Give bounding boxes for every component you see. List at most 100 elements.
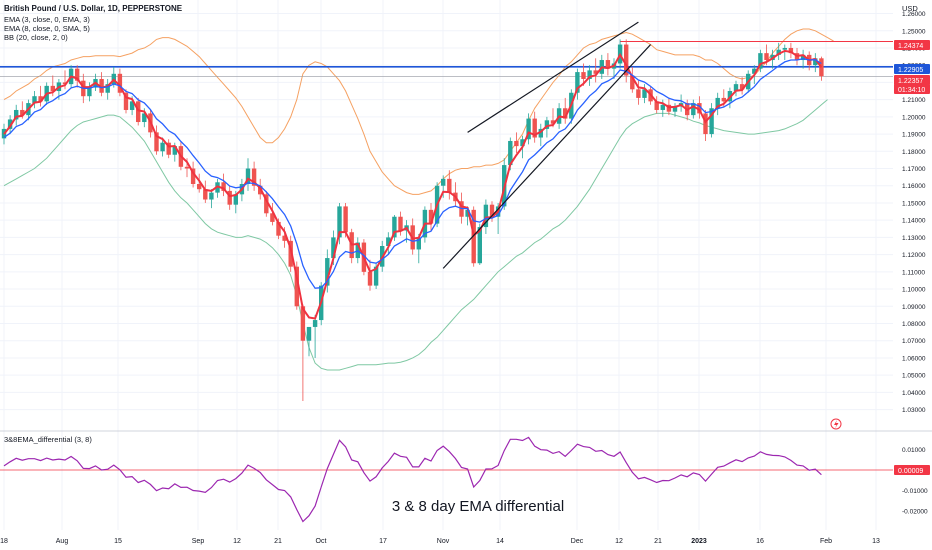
candle-body: [312, 320, 318, 327]
candle-body: [264, 194, 269, 214]
time-axis: 18 Aug 15 Sep 12 21 Oct 17 Nov 14 Dec 12 21 2023 16 Feb…: [0, 538, 880, 545]
price-tick-label: 1.05000: [902, 373, 926, 380]
price-tick-label: 1.20000: [902, 114, 926, 121]
time-tick-label: 21: [654, 538, 662, 545]
candle-body: [197, 184, 202, 190]
candle: [105, 78, 110, 100]
candle: [14, 104, 19, 126]
price-label-1-text: 1.24374: [898, 43, 923, 50]
candle-body: [398, 216, 403, 231]
price-tick-label: 1.25000: [902, 28, 926, 35]
candle: [428, 202, 434, 231]
candle-body: [14, 109, 19, 120]
candle: [392, 215, 397, 241]
time-tick-label: Oct: [316, 538, 327, 545]
candle-body: [184, 166, 190, 169]
bb-upper-line: [3, 28, 834, 195]
bollinger-bands: [3, 28, 834, 371]
candle-body: [465, 209, 470, 217]
candle: [471, 206, 476, 267]
candle-body: [233, 194, 238, 205]
candle-body: [715, 97, 720, 109]
price-tick-label: 1.09000: [902, 304, 926, 311]
candle-body: [245, 168, 251, 185]
candle-body: [160, 142, 165, 152]
candle-body: [270, 213, 275, 222]
candle-body: [447, 178, 452, 193]
candle-body: [142, 113, 147, 123]
candle-body: [129, 101, 135, 110]
candle-body: [514, 140, 519, 147]
price-tick-label: 1.26000: [902, 11, 926, 18]
candle: [190, 161, 196, 188]
candle-body: [227, 190, 232, 205]
time-tick-label: 13: [872, 538, 880, 545]
price-tick-label: 1.08000: [902, 321, 926, 328]
candle-body: [441, 178, 446, 186]
candle: [270, 202, 275, 226]
candle-body: [593, 70, 598, 74]
candle: [782, 44, 787, 61]
ema-lines: [3, 49, 823, 320]
candle-body: [563, 108, 568, 119]
candle-body: [788, 47, 794, 54]
candle-body: [276, 221, 281, 236]
lightning-icon[interactable]: [830, 418, 842, 430]
price-label-1: 1.24374: [894, 40, 930, 50]
osc-value-label: 0.00009: [894, 465, 930, 475]
candle-body: [105, 84, 110, 93]
candle-body: [38, 96, 43, 102]
candle-body: [154, 132, 159, 152]
time-tick-label: 21: [274, 538, 282, 545]
time-tick-label: 18: [0, 538, 8, 545]
price-tick-label: 1.14000: [902, 218, 926, 225]
candle-body: [544, 120, 550, 129]
candle-body: [373, 266, 379, 286]
time-tick-label: 16: [756, 538, 764, 545]
time-tick-label: 17: [379, 538, 387, 545]
candle-body: [697, 103, 702, 114]
candle-body: [166, 142, 171, 155]
price-tick-label: 1.07000: [902, 338, 926, 345]
candle-body: [337, 206, 342, 238]
price-tick-label: 1.11000: [902, 269, 925, 276]
price-tick-label: 1.12000: [902, 252, 926, 259]
candle: [672, 103, 678, 117]
candle: [349, 228, 354, 264]
candle: [306, 326, 312, 357]
price-tick-label: 1.19000: [902, 132, 926, 139]
candle-body: [343, 206, 348, 233]
price-label-2: 1.22905: [894, 64, 930, 74]
candle: [117, 68, 123, 97]
candle: [563, 97, 568, 124]
price-tick-label: 1.21000: [902, 97, 926, 104]
candle-body: [666, 104, 672, 112]
candle: [691, 99, 696, 119]
time-tick-label: Aug: [56, 538, 69, 545]
candle: [367, 259, 373, 291]
price-label-3-text: 1.22357: [898, 78, 923, 85]
candle-body: [538, 128, 543, 138]
candle-body: [306, 326, 312, 341]
candle: [337, 202, 342, 245]
candle-body: [32, 96, 37, 104]
candle-body: [209, 192, 214, 200]
chart-title: British Pound / U.S. Dollar, 1D, PEPPERS…: [4, 4, 183, 13]
price-tick-label: 1.16000: [902, 183, 926, 190]
ema3-line: [3, 49, 823, 320]
wedge-trendline: [467, 21, 639, 133]
time-tick-label: 14: [496, 538, 504, 545]
osc-tick-label: 0.01000: [902, 447, 926, 454]
indicator-bb-label: BB (20, close, 2, 0): [4, 33, 68, 42]
candle: [697, 96, 702, 119]
candle: [739, 77, 745, 95]
wedge-trendline: [442, 44, 652, 269]
time-tick-label: Dec: [571, 538, 584, 545]
candle-body: [20, 109, 25, 116]
candle-body: [532, 118, 537, 138]
time-tick-label: Feb: [820, 538, 832, 545]
candle: [38, 85, 43, 107]
candle: [593, 58, 598, 83]
